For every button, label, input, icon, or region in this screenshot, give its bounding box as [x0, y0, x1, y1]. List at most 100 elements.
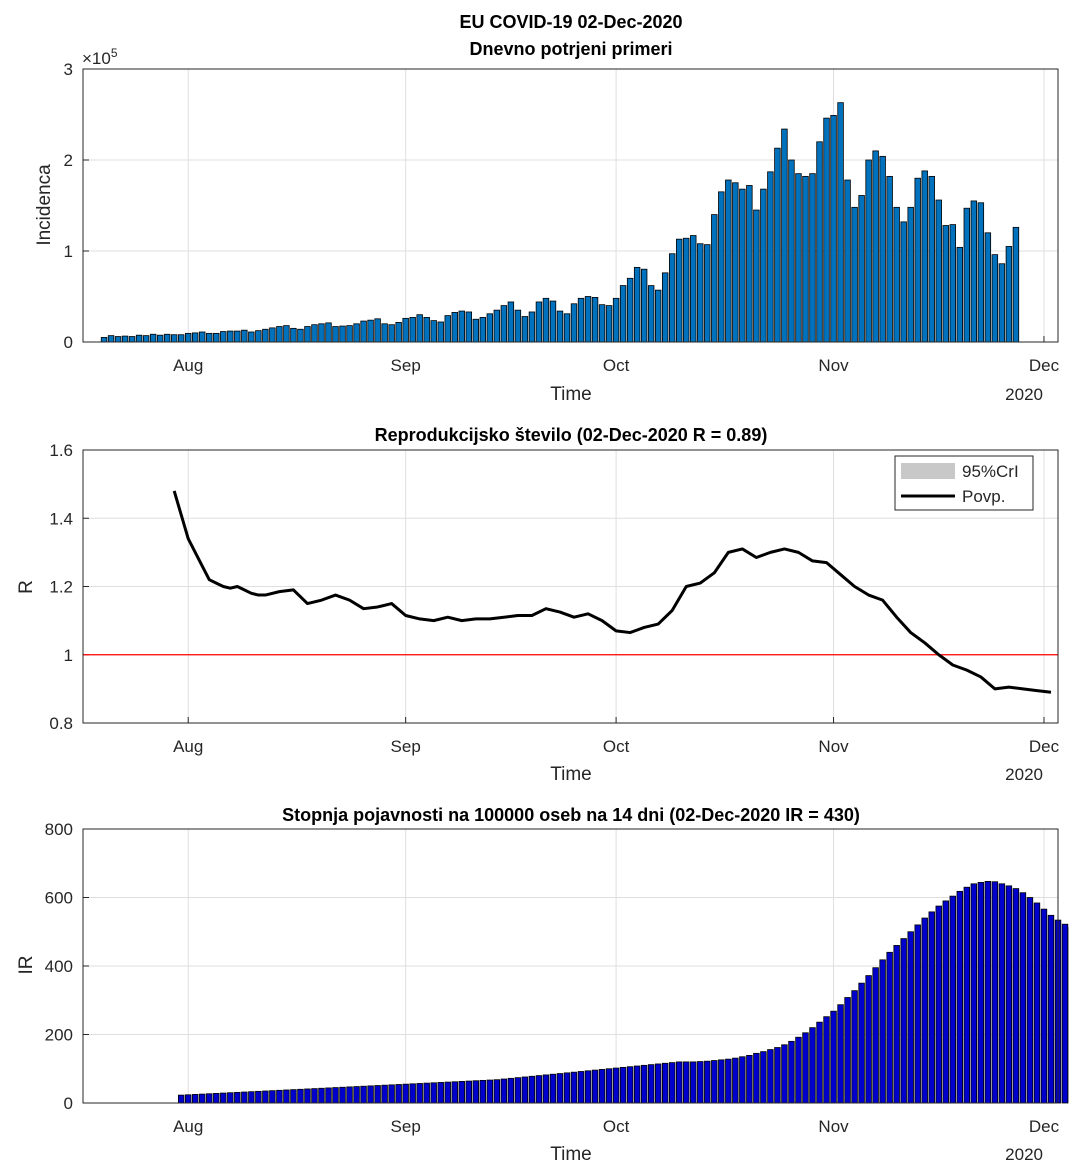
bar	[921, 170, 928, 343]
bar	[865, 975, 872, 1104]
x-year-label: 2020	[1005, 385, 1043, 404]
bar	[430, 1082, 437, 1104]
reproduction-title: Reprodukcijsko število (02-Dec-2020 R = …	[375, 425, 768, 445]
bar	[654, 289, 662, 343]
r-mean-line	[172, 490, 1052, 694]
bar	[1012, 888, 1020, 1104]
bar	[353, 323, 360, 343]
bar	[1005, 885, 1013, 1104]
bar	[949, 895, 956, 1104]
x-tick-label: Dec	[1029, 1117, 1060, 1136]
incidence-rate-panel: Aug Sep Oct Nov Dec 0 200 400 600 800 Stopnja poj…	[16, 805, 1069, 1165]
y-exponent-base: ×10	[82, 49, 111, 68]
bar	[977, 882, 985, 1104]
y-exponent-label: ×105	[82, 46, 118, 68]
bar	[830, 1010, 837, 1104]
bar	[949, 224, 956, 343]
bar	[311, 1088, 318, 1104]
bar	[269, 1090, 276, 1104]
bar	[584, 1070, 592, 1104]
y-tick-label: 800	[45, 820, 73, 839]
bar	[886, 175, 893, 343]
bar	[669, 253, 676, 343]
bar	[991, 881, 999, 1104]
bar	[521, 316, 529, 343]
bar	[423, 317, 430, 343]
bar	[479, 1079, 487, 1104]
x-year-label: 2020	[1005, 765, 1043, 784]
bar	[234, 1091, 241, 1104]
bar	[577, 1071, 585, 1104]
bar	[241, 1091, 248, 1104]
bar	[1033, 902, 1041, 1104]
bar	[984, 232, 992, 343]
bar	[935, 905, 942, 1104]
bar	[774, 147, 781, 343]
bar	[893, 945, 900, 1104]
bar	[192, 1094, 199, 1104]
y-tick-label: 0	[64, 1094, 73, 1113]
bar	[1026, 897, 1034, 1104]
bar	[718, 1059, 725, 1104]
bar	[409, 1083, 416, 1104]
bar	[1019, 892, 1027, 1104]
x-tick-label: Aug	[173, 356, 203, 375]
y-tick-label: 1.6	[49, 441, 73, 460]
bar	[276, 326, 283, 343]
bar	[248, 331, 255, 343]
bar	[626, 1066, 634, 1104]
y-axis-label: R	[16, 580, 37, 594]
bar	[388, 1084, 395, 1104]
bar	[374, 1085, 381, 1104]
bar	[661, 1062, 669, 1104]
bar	[177, 1094, 185, 1104]
bar	[142, 335, 150, 343]
bar	[290, 327, 297, 343]
bar	[220, 331, 227, 343]
y-tick-label: 3	[64, 60, 73, 79]
bar	[549, 1073, 557, 1104]
y-tick-label: 1.4	[49, 509, 73, 528]
bar	[661, 272, 669, 343]
bar	[647, 1064, 655, 1104]
bar	[935, 199, 942, 343]
bar	[507, 1077, 515, 1104]
legend-swatch	[901, 463, 955, 479]
bar	[290, 1089, 297, 1104]
bar	[942, 900, 949, 1104]
bar	[914, 924, 921, 1104]
bar	[928, 911, 935, 1104]
bar	[416, 314, 423, 343]
daily-cases-panel: Aug Sep Oct Nov Dec 0 1 2 3 Dnevno potrjeni prim…	[34, 39, 1060, 405]
bar	[704, 244, 711, 343]
bar	[177, 334, 185, 343]
bar	[486, 1079, 494, 1104]
x-axis-label: Time	[550, 1144, 592, 1165]
bar	[640, 1064, 648, 1104]
bar	[823, 117, 830, 343]
bar	[774, 1047, 781, 1104]
bar	[388, 324, 395, 343]
bar	[963, 207, 971, 343]
bar	[626, 277, 634, 343]
y-tick-label: 0.8	[49, 714, 73, 733]
bar	[185, 332, 192, 343]
bar	[121, 335, 129, 343]
bar	[605, 305, 613, 343]
bar	[402, 1083, 409, 1104]
bar	[360, 1085, 367, 1104]
bar	[577, 297, 585, 343]
y-axis-label: Incidenca	[34, 164, 55, 246]
bar	[676, 238, 683, 343]
bar	[542, 1074, 550, 1104]
x-tick-label: Aug	[173, 1117, 203, 1136]
bar	[234, 330, 241, 343]
bar	[353, 1086, 360, 1104]
x-axis-label: Time	[550, 764, 592, 785]
bar	[844, 997, 851, 1104]
y-tick-label: 600	[45, 889, 73, 908]
bar	[998, 263, 1006, 343]
x-tick-label: Oct	[603, 737, 630, 756]
bar	[451, 1081, 458, 1104]
bar	[360, 320, 367, 343]
